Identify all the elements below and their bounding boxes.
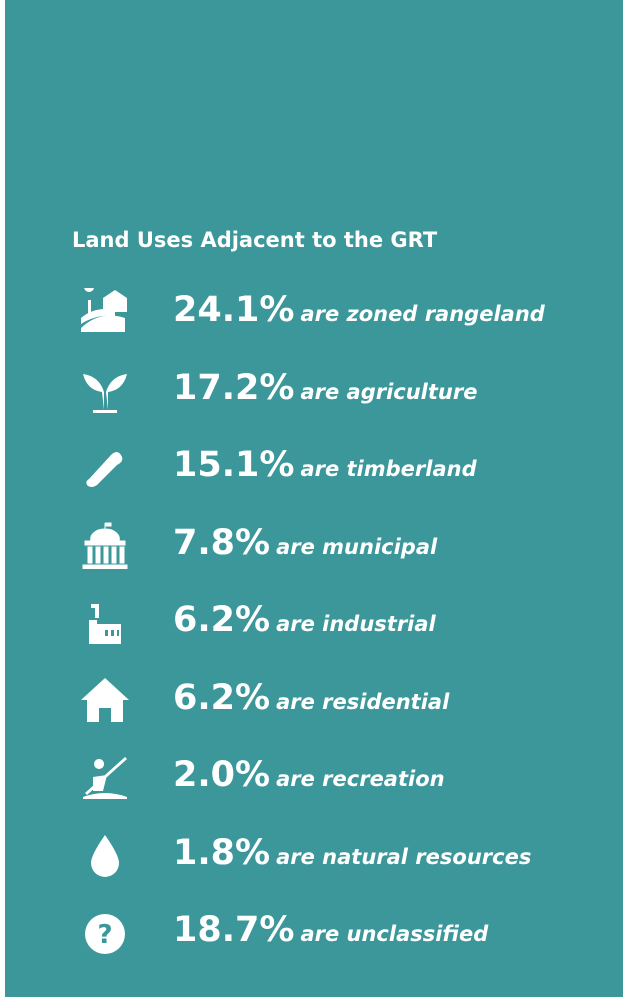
percent: 6.2%	[173, 600, 271, 640]
title: Land Uses Adjacent to the GRT	[72, 228, 438, 252]
row-text: 2.0% are recreation	[173, 755, 445, 795]
icon	[81, 288, 127, 332]
land-use-row: 24.1% are zoned rangeland	[5, 282, 623, 342]
percent: 15.1%	[173, 445, 295, 485]
row-text: 17.2% are agriculture	[173, 368, 477, 408]
panel: Land Uses Adjacent to the GRT 24.1% are z…	[5, 0, 623, 997]
icon: ?	[85, 914, 125, 954]
percent: 6.2%	[173, 677, 271, 718]
percent: 17.2%	[173, 367, 295, 408]
icon	[91, 834, 119, 877]
label: are zoned rangeland	[300, 302, 545, 326]
icon	[82, 522, 128, 569]
land-use-row: 17.2% are agriculture	[5, 360, 623, 420]
percent: 24.1%	[173, 290, 295, 330]
row-text: 6.2% are industrial	[173, 600, 436, 640]
icon	[89, 604, 121, 644]
icon	[83, 373, 127, 413]
icon	[83, 757, 127, 799]
land-use-row: ? 18.7% are unclassified	[5, 902, 623, 962]
percent: 18.7%	[173, 910, 295, 950]
percent: 1.8%	[173, 832, 271, 873]
label: are recreation	[276, 767, 445, 791]
percent: 7.8%	[173, 522, 271, 563]
land-use-row: 2.0% are recreation	[5, 747, 623, 807]
percent: 2.0%	[173, 755, 271, 795]
row-text: 18.7% are unclassified	[173, 910, 488, 950]
label: are municipal	[276, 534, 438, 559]
land-use-row: 6.2% are industrial	[5, 592, 623, 652]
land-use-row: 1.8% are natural resources	[5, 825, 623, 885]
land-use-row: 7.8% are municipal	[5, 515, 623, 575]
row-text: 15.1% are timberland	[173, 445, 477, 485]
label: are agriculture	[300, 379, 478, 404]
label: are unclassified	[300, 922, 489, 946]
label: are natural resources	[276, 844, 532, 869]
icon	[86, 452, 123, 487]
land-use-row: 6.2% are residential	[5, 670, 623, 730]
row-text: 6.2% are residential	[173, 678, 449, 718]
label: are timberland	[300, 457, 477, 481]
label: are industrial	[276, 612, 436, 636]
row-text: 1.8% are natural resources	[173, 833, 531, 873]
icon	[81, 677, 129, 722]
row-text: 24.1% are zoned rangeland	[173, 290, 545, 330]
land-use-row: 15.1% are timberland	[5, 437, 623, 497]
svg-text:?: ?	[97, 920, 112, 950]
label: are residential	[276, 689, 450, 714]
row-text: 7.8% are municipal	[173, 523, 437, 563]
